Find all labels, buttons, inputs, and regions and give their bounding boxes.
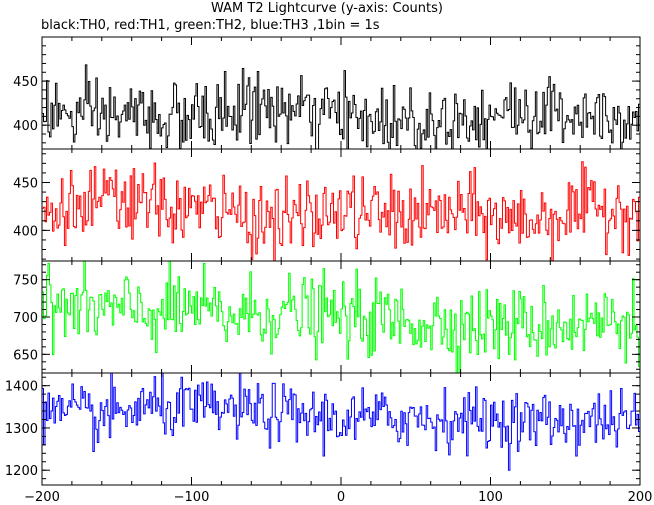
x-tick-label: 100	[478, 490, 503, 505]
x-tick-label: 200	[628, 490, 653, 505]
x-tick-label: −200	[24, 490, 60, 505]
series-line-th1	[42, 161, 641, 262]
panel-frame-th3	[41, 372, 641, 486]
y-tick-label: 400	[13, 119, 38, 134]
y-tick-label: 1200	[5, 464, 38, 479]
chart-subtitle: black:TH0, red:TH1, green:TH2, blue:TH3 …	[41, 18, 380, 33]
y-tick-label: 650	[13, 348, 38, 363]
x-tick-label: 0	[337, 490, 345, 505]
chart-title: WAM T2 Lightcurve (y-axis: Counts)	[211, 1, 443, 16]
y-tick-label: 400	[13, 224, 38, 239]
y-tick-label: 750	[13, 274, 38, 289]
y-tick-label: 450	[13, 75, 38, 90]
y-tick-label: 1300	[5, 422, 38, 437]
series-line-th2	[42, 260, 641, 374]
y-tick-label: 1400	[5, 380, 38, 395]
series-line-th0	[42, 64, 641, 150]
x-tick-label: −100	[174, 490, 210, 505]
y-tick-label: 450	[13, 177, 38, 192]
series-line-th3	[42, 372, 641, 471]
y-tick-label: 700	[13, 311, 38, 326]
